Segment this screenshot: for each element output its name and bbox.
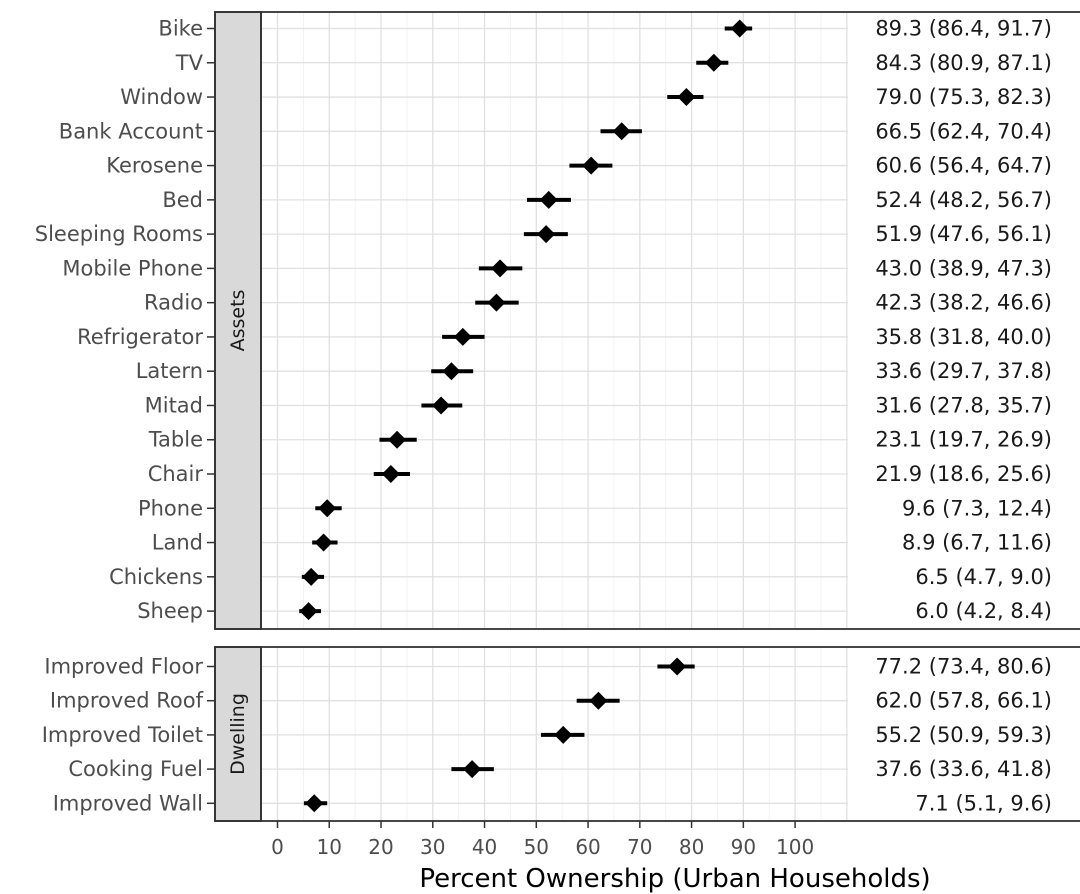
estimate-point bbox=[442, 362, 461, 381]
estimate-label: 89.3 (86.4, 91.7) bbox=[875, 17, 1052, 41]
estimate-label: 60.6 (56.4, 64.7) bbox=[875, 154, 1052, 178]
estimate-point bbox=[318, 499, 337, 518]
panel-frames bbox=[214, 11, 1080, 822]
estimate-point bbox=[463, 760, 482, 779]
category-label: Window bbox=[120, 85, 203, 109]
estimate-label: 51.9 (47.6, 56.1) bbox=[875, 222, 1052, 246]
estimate-point bbox=[302, 567, 321, 586]
x-tick-label: 100 bbox=[776, 835, 814, 859]
category-label: Mitad bbox=[145, 393, 203, 417]
category-label: Table bbox=[148, 428, 203, 452]
panel-border bbox=[214, 11, 1080, 630]
estimate-label: 62.0 (57.8, 66.1) bbox=[875, 689, 1052, 713]
category-label: Land bbox=[152, 531, 203, 555]
estimate-point bbox=[305, 794, 324, 813]
estimate-point bbox=[554, 725, 573, 744]
facet-strip-assets bbox=[214, 11, 262, 630]
estimate-point bbox=[388, 430, 407, 449]
category-label: Improved Roof bbox=[50, 689, 204, 713]
category-label: Refrigerator bbox=[77, 325, 203, 349]
estimate-point bbox=[677, 88, 696, 107]
estimate-label: 66.5 (62.4, 70.4) bbox=[875, 119, 1052, 143]
category-label: Improved Wall bbox=[53, 791, 203, 815]
category-label: Improved Floor bbox=[44, 655, 203, 679]
category-label: Mobile Phone bbox=[62, 256, 203, 280]
estimate-point bbox=[612, 122, 631, 141]
x-tick-label: 20 bbox=[368, 835, 393, 859]
estimate-label: 43.0 (38.9, 47.3) bbox=[875, 256, 1052, 280]
estimate-point bbox=[537, 225, 556, 244]
estimate-point bbox=[589, 691, 608, 710]
facet-strip-label: Assets bbox=[227, 290, 249, 352]
category-label: TV bbox=[175, 51, 204, 75]
facet-strips: Assets Dwelling bbox=[214, 11, 262, 822]
estimate-label: 42.3 (38.2, 46.6) bbox=[875, 291, 1052, 315]
estimate-point bbox=[582, 156, 601, 175]
estimate-label: 8.9 (6.7, 11.6) bbox=[902, 531, 1052, 555]
x-tick-label: 60 bbox=[575, 835, 600, 859]
x-tick-label: 90 bbox=[731, 835, 756, 859]
estimate-point bbox=[314, 533, 333, 552]
grid-layer bbox=[261, 12, 1080, 821]
estimate-label: 79.0 (75.3, 82.3) bbox=[875, 85, 1052, 109]
data-marks bbox=[299, 19, 753, 813]
estimate-point bbox=[453, 327, 472, 346]
category-label: Cooking Fuel bbox=[68, 757, 203, 781]
estimate-label: 7.1 (5.1, 9.6) bbox=[915, 791, 1052, 815]
x-tick-label: 30 bbox=[420, 835, 445, 859]
x-axis-title: Percent Ownership (Urban Households) bbox=[419, 864, 930, 894]
estimate-label: 9.6 (7.3, 12.4) bbox=[902, 496, 1052, 520]
category-label: Radio bbox=[144, 291, 203, 315]
estimate-label: 33.6 (29.7, 37.8) bbox=[875, 359, 1052, 383]
category-label: Chair bbox=[148, 462, 204, 486]
x-tick-label: 10 bbox=[317, 835, 342, 859]
estimate-point bbox=[730, 19, 749, 38]
x-tick-label: 70 bbox=[627, 835, 652, 859]
category-label: Sheep bbox=[137, 599, 203, 623]
label-column-background bbox=[848, 648, 1080, 820]
estimate-label: 55.2 (50.9, 59.3) bbox=[875, 723, 1052, 747]
estimate-point bbox=[487, 293, 506, 312]
estimate-point bbox=[539, 190, 558, 209]
estimate-label: 6.0 (4.2, 8.4) bbox=[915, 599, 1052, 623]
category-label: Phone bbox=[138, 496, 203, 520]
estimate-label: 6.5 (4.7, 9.0) bbox=[915, 565, 1052, 589]
x-tick-label: 40 bbox=[472, 835, 497, 859]
estimate-point bbox=[432, 396, 451, 415]
label-column-background bbox=[848, 13, 1080, 628]
panel-border bbox=[214, 646, 1080, 822]
category-label: Improved Toilet bbox=[42, 723, 203, 747]
x-tick-label: 80 bbox=[679, 835, 704, 859]
estimate-point bbox=[491, 259, 510, 278]
estimate-point bbox=[704, 53, 723, 72]
category-label: Sleeping Rooms bbox=[35, 222, 203, 246]
estimate-label: 37.6 (33.6, 41.8) bbox=[875, 757, 1052, 781]
category-label: Kerosene bbox=[106, 154, 203, 178]
category-label: Bank Account bbox=[59, 119, 203, 143]
estimate-label: 77.2 (73.4, 80.6) bbox=[875, 655, 1052, 679]
estimate-label: 21.9 (18.6, 25.6) bbox=[875, 462, 1052, 486]
estimate-label: 23.1 (19.7, 26.9) bbox=[875, 428, 1052, 452]
category-label: Bike bbox=[158, 17, 203, 41]
x-axis: Percent Ownership (Urban Households) 0 10… bbox=[271, 821, 931, 894]
text-labels: Bike 89.3 (86.4, 91.7) TV 84.3 (80.9, 87.1)… bbox=[35, 17, 1052, 816]
estimate-label: 52.4 (48.2, 56.7) bbox=[875, 188, 1052, 212]
x-tick-label: 50 bbox=[524, 835, 549, 859]
category-label: Chickens bbox=[109, 565, 203, 589]
estimate-point bbox=[381, 465, 400, 484]
estimate-label: 35.8 (31.8, 40.0) bbox=[875, 325, 1052, 349]
estimate-label: 84.3 (80.9, 87.1) bbox=[875, 51, 1052, 75]
category-label: Bed bbox=[162, 188, 203, 212]
x-tick-label: 0 bbox=[271, 835, 284, 859]
estimate-point bbox=[299, 602, 318, 621]
facet-strip-label: Dwelling bbox=[227, 693, 249, 775]
estimate-label: 31.6 (27.8, 35.7) bbox=[875, 393, 1052, 417]
estimate-point bbox=[668, 657, 687, 676]
category-label: Latern bbox=[136, 359, 203, 383]
